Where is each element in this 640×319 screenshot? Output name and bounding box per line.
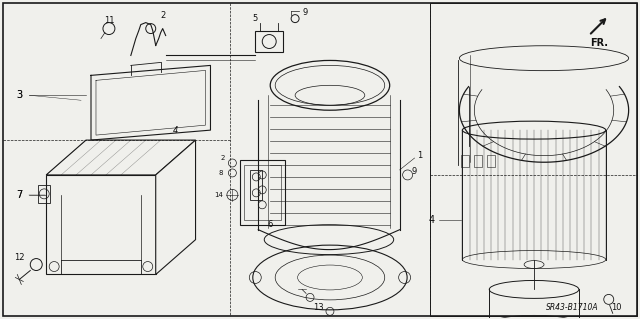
Text: 9: 9	[412, 167, 417, 176]
Text: 13: 13	[313, 303, 323, 312]
Text: SR43-B1710A: SR43-B1710A	[546, 303, 599, 312]
Text: 11: 11	[104, 16, 114, 25]
Bar	[244, 165, 281, 220]
Text: 6: 6	[268, 220, 273, 229]
Text: FR.: FR.	[590, 38, 608, 48]
Text: 7: 7	[16, 190, 22, 200]
Text: 8: 8	[218, 170, 223, 176]
Text: 7: 7	[16, 190, 22, 200]
Bar	[487, 155, 495, 167]
Text: 5: 5	[253, 14, 258, 23]
Text: 1: 1	[417, 151, 422, 160]
Polygon shape	[46, 140, 196, 175]
Bar	[474, 155, 483, 167]
Text: 10: 10	[611, 303, 622, 312]
Text: 14: 14	[214, 192, 223, 198]
Text: 4: 4	[173, 126, 179, 135]
Text: 12: 12	[14, 253, 24, 262]
Text: 2: 2	[160, 11, 165, 20]
Bar	[241, 160, 285, 225]
Bar	[38, 185, 50, 203]
Bar	[250, 170, 262, 200]
Text: 9: 9	[303, 8, 308, 17]
Bar	[46, 175, 156, 274]
Bar	[255, 31, 283, 52]
Text: 3: 3	[16, 90, 22, 100]
Text: 4: 4	[428, 215, 435, 225]
Bar	[461, 155, 469, 167]
Text: 2: 2	[220, 155, 225, 161]
Text: 3: 3	[16, 90, 22, 100]
Polygon shape	[156, 140, 196, 274]
Bar	[429, 3, 637, 316]
